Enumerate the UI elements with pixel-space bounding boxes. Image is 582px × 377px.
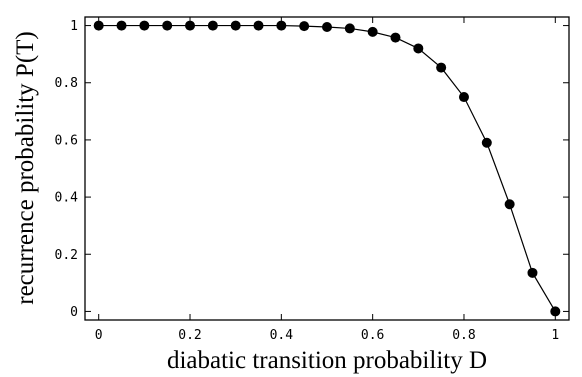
data-point [276,20,287,31]
data-point [413,43,424,54]
data-point [527,267,538,278]
data-point [436,62,447,73]
data-point [504,199,515,210]
data-point [230,20,241,31]
x-axis-ticks: 0 0.2 0.4 0.6 0.8 1 [95,17,559,343]
data-point [93,20,104,31]
data-point [458,92,469,103]
data-point [367,26,378,37]
series-line [98,24,556,312]
plot-frame [84,16,570,321]
y-tick-label: 0.6 [55,133,78,148]
y-tick-label: 0.8 [55,76,78,91]
y-tick-label: 0.2 [55,248,78,263]
data-point [162,20,173,31]
data-point [344,23,355,34]
data-point [116,20,127,31]
x-tick-label: 0.6 [361,328,384,343]
data-point [253,20,264,31]
data-point [322,22,332,33]
data-point [481,137,492,148]
data-point [139,20,150,31]
y-tick-label: 0.4 [55,191,79,206]
data-point [299,21,310,32]
data-points [93,20,561,317]
x-axis-title: diabatic transition probability D [167,347,487,374]
x-tick-label: 0.2 [178,328,201,343]
y-tick-label: 0 [70,305,78,320]
y-tick-label: 1 [70,19,78,34]
y-axis-ticks: 0 0.2 0.4 0.6 0.8 1 [55,19,569,320]
data-point [550,306,561,317]
data-point [207,20,218,31]
data-point [185,20,196,31]
y-axis-title: recurrence probability P(T) [12,31,39,305]
x-tick-label: 1 [551,328,559,343]
x-tick-label: 0 [95,328,103,343]
x-tick-label: 0.4 [270,328,294,343]
data-point [390,32,401,43]
x-tick-label: 0.8 [452,328,475,343]
